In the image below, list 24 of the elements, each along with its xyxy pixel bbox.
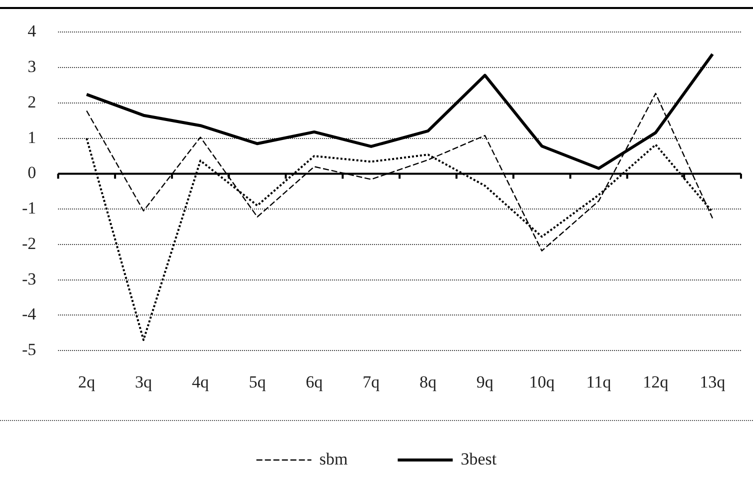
x-tick-label: 7q	[362, 372, 380, 392]
x-tick-label: 9q	[476, 372, 494, 392]
y-tick-label: 2	[28, 92, 36, 112]
x-tick-label: 10q	[529, 372, 556, 392]
y-tick-label: 4	[28, 22, 37, 41]
x-tick-label: 8q	[420, 372, 438, 392]
x-tick-label: 12q	[642, 372, 669, 392]
x-tick-label: 2q	[78, 372, 96, 392]
x-tick-label: 6q	[306, 372, 324, 392]
y-tick-label: 3	[28, 57, 36, 76]
x-tick-label: 5q	[248, 372, 266, 392]
legend-label: 3best	[460, 449, 497, 468]
y-tick-label: -2	[22, 234, 36, 253]
x-tick-label: 13q	[700, 372, 726, 392]
x-tick-label: 11q	[586, 372, 612, 392]
legend-label: sbm	[319, 449, 348, 468]
y-tick-label: -3	[22, 269, 36, 288]
y-tick-label: -5	[22, 340, 36, 360]
y-tick-label: 1	[28, 128, 36, 147]
x-tick-label: 3q	[135, 372, 153, 392]
y-tick-label: -1	[22, 198, 36, 218]
y-tick-label: 0	[28, 163, 36, 182]
y-tick-label: -4	[22, 304, 37, 324]
x-tick-label: 4q	[192, 372, 210, 392]
